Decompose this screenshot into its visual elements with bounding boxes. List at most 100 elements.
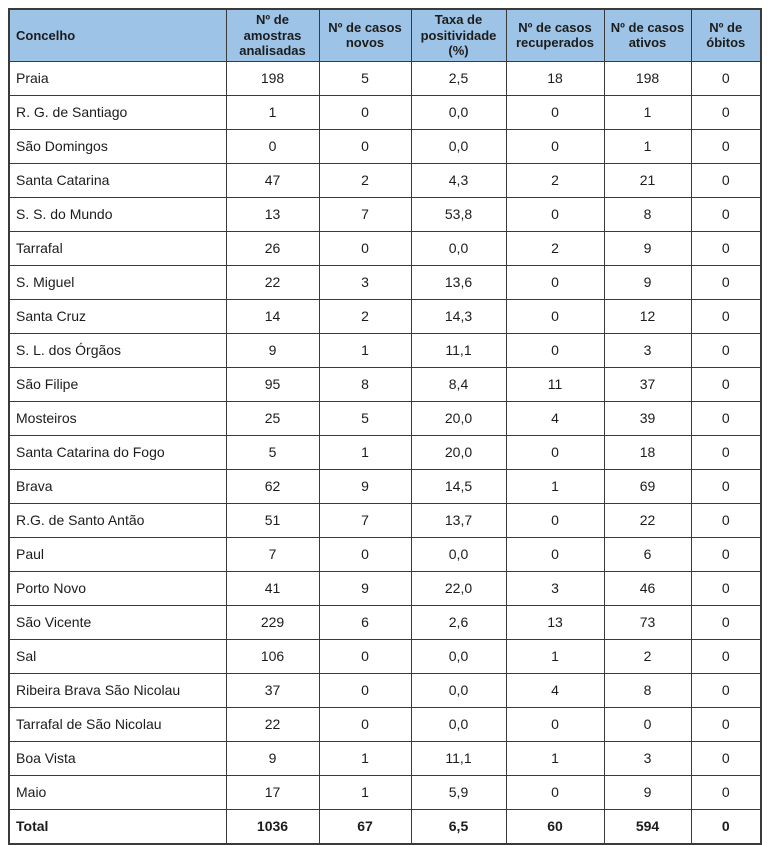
value-cell: 8 — [318, 366, 412, 402]
value-cell: 1 — [318, 774, 412, 810]
value-cell: 1 — [505, 740, 605, 776]
concelho-cell: Ribeira Brava São Nicolau — [8, 672, 227, 708]
value-cell: 0 — [690, 570, 762, 606]
value-cell: 9 — [603, 264, 692, 300]
value-cell: 22,0 — [410, 570, 507, 606]
table-row: Praia 198 5 2,5 18 198 0 — [8, 60, 762, 96]
concelho-cell: Tarrafal — [8, 230, 227, 266]
value-cell: 0 — [505, 128, 605, 164]
value-cell: 0,0 — [410, 230, 507, 266]
concelho-cell: Praia — [8, 60, 227, 96]
value-cell: 0 — [690, 502, 762, 538]
value-cell: 0 — [690, 468, 762, 504]
value-cell: 2 — [603, 638, 692, 674]
value-cell: 7 — [225, 536, 320, 572]
value-cell: 0 — [690, 60, 762, 96]
table-row: Ribeira Brava São Nicolau 37 0 0,0 4 8 0 — [8, 672, 762, 708]
value-cell: 0 — [690, 774, 762, 810]
value-cell: 14,5 — [410, 468, 507, 504]
value-cell: 20,0 — [410, 400, 507, 436]
table-row: Maio 17 1 5,9 0 9 0 — [8, 774, 762, 810]
value-cell: 9 — [225, 740, 320, 776]
value-cell: 17 — [225, 774, 320, 810]
value-cell: 0 — [690, 740, 762, 776]
concelho-cell: São Domingos — [8, 128, 227, 164]
value-cell: 0 — [690, 94, 762, 130]
value-cell: 0 — [690, 298, 762, 334]
value-cell: 3 — [318, 264, 412, 300]
concelho-cell: S. S. do Mundo — [8, 196, 227, 232]
table-row: Santa Cruz 14 2 14,3 0 12 0 — [8, 298, 762, 334]
value-cell: 5 — [225, 434, 320, 470]
value-cell: 0 — [690, 536, 762, 572]
value-cell: 5,9 — [410, 774, 507, 810]
value-cell: 53,8 — [410, 196, 507, 232]
table-row: Tarrafal de São Nicolau 22 0 0,0 0 0 0 — [8, 706, 762, 742]
value-cell: 11 — [505, 366, 605, 402]
value-cell: 6 — [318, 604, 412, 640]
value-cell: 229 — [225, 604, 320, 640]
value-cell: 198 — [603, 60, 692, 96]
value-cell: 0 — [690, 706, 762, 742]
value-cell: 0 — [690, 196, 762, 232]
value-cell: 13,7 — [410, 502, 507, 538]
value-cell: 1 — [603, 94, 692, 130]
value-cell: 51 — [225, 502, 320, 538]
value-cell: 198 — [225, 60, 320, 96]
value-cell: 37 — [603, 366, 692, 402]
value-cell: 1 — [318, 740, 412, 776]
concelho-cell: Sal — [8, 638, 227, 674]
value-cell: 0,0 — [410, 672, 507, 708]
value-cell: 8,4 — [410, 366, 507, 402]
concelho-cell: Tarrafal de São Nicolau — [8, 706, 227, 742]
value-cell: 69 — [603, 468, 692, 504]
table-row: Paul 7 0 0,0 0 6 0 — [8, 536, 762, 572]
value-cell: 11,1 — [410, 740, 507, 776]
value-cell: 22 — [225, 706, 320, 742]
value-cell: 11,1 — [410, 332, 507, 368]
value-cell: 3 — [603, 740, 692, 776]
column-header-casos-ativos: Nº de casos ativos — [603, 8, 692, 62]
value-cell: 8 — [603, 672, 692, 708]
concelho-cell: S. L. dos Órgãos — [8, 332, 227, 368]
value-cell: 9 — [603, 774, 692, 810]
value-cell: 0 — [225, 128, 320, 164]
table-row: Porto Novo 41 9 22,0 3 46 0 — [8, 570, 762, 606]
value-cell: 41 — [225, 570, 320, 606]
table-body: Praia 198 5 2,5 18 198 0 R. G. de Santiago 1 0 0,0… — [8, 60, 762, 844]
value-cell: 95 — [225, 366, 320, 402]
table-row: Boa Vista 9 1 11,1 1 3 0 — [8, 740, 762, 776]
value-cell: 0 — [318, 536, 412, 572]
value-cell: 2 — [318, 298, 412, 334]
value-cell: 0 — [505, 502, 605, 538]
value-cell: 0 — [505, 94, 605, 130]
table-row: Santa Catarina 47 2 4,3 2 21 0 — [8, 162, 762, 198]
table-header: Concelho Nº de amostras analisadas Nº de… — [8, 8, 762, 62]
value-cell: 25 — [225, 400, 320, 436]
value-cell: 2 — [318, 162, 412, 198]
value-cell: 0 — [690, 366, 762, 402]
value-cell: 62 — [225, 468, 320, 504]
value-cell: 0 — [603, 706, 692, 742]
column-header-concelho: Concelho — [8, 8, 227, 62]
total-label-cell: Total — [8, 808, 227, 844]
value-cell: 0 — [690, 604, 762, 640]
value-cell: 1 — [318, 434, 412, 470]
value-cell: 0 — [318, 638, 412, 674]
concelho-cell: Brava — [8, 468, 227, 504]
value-cell: 12 — [603, 298, 692, 334]
value-cell: 47 — [225, 162, 320, 198]
value-cell: 46 — [603, 570, 692, 606]
table-row: São Filipe 95 8 8,4 11 37 0 — [8, 366, 762, 402]
concelho-cell: Paul — [8, 536, 227, 572]
table-row: Brava 62 9 14,5 1 69 0 — [8, 468, 762, 504]
value-cell: 0 — [690, 638, 762, 674]
total-value-cell: 594 — [603, 808, 692, 844]
concelho-stats-table: Concelho Nº de amostras analisadas Nº de… — [8, 8, 762, 845]
concelho-cell: Porto Novo — [8, 570, 227, 606]
value-cell: 0,0 — [410, 128, 507, 164]
value-cell: 73 — [603, 604, 692, 640]
concelho-cell: R. G. de Santiago — [8, 94, 227, 130]
value-cell: 0,0 — [410, 638, 507, 674]
value-cell: 7 — [318, 196, 412, 232]
